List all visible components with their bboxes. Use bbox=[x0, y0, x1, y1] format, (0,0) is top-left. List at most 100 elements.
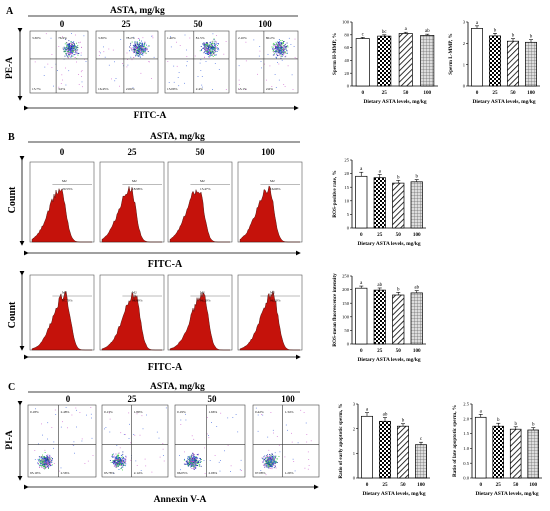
dose-label: 100 bbox=[258, 19, 272, 29]
x-tick-label: 50 bbox=[396, 232, 402, 238]
significance-letter: b bbox=[397, 287, 400, 292]
gate-stat: 98.89% bbox=[132, 299, 143, 303]
histogram-peak bbox=[31, 187, 92, 243]
panel-letter-a: A bbox=[6, 6, 14, 17]
panel-letter-c: C bbox=[8, 382, 15, 393]
quadrant-stat: 3.30% bbox=[32, 36, 41, 40]
x-axis-label: Dietary ASTA levels, mg/kg bbox=[362, 491, 425, 497]
significance-letter: bc bbox=[382, 30, 388, 35]
y-tick-label: 3 bbox=[463, 20, 466, 25]
flow-histogram: M2 20.53% bbox=[29, 161, 95, 243]
flow-scatter-plot: 0.18% 2.48% 95.10% 2.56% bbox=[27, 404, 97, 478]
panel-b-histograms-row2: M2 97.70% M2 98.89% M2 96.20% M2 96.30% bbox=[29, 274, 303, 351]
panel-b-header: ASTA, mg/kg bbox=[150, 132, 205, 142]
dose-label: 50 bbox=[208, 394, 218, 404]
significance-letter: b bbox=[494, 28, 497, 33]
y-tick-label: 20 bbox=[344, 171, 349, 176]
panel-a-x-axis-label: FITC-A bbox=[134, 111, 167, 121]
x-tick-label: 50 bbox=[403, 90, 409, 96]
y-tick-label: 10 bbox=[344, 198, 349, 203]
x-tick-label: 50 bbox=[510, 90, 516, 96]
gate-stat: 18.98% bbox=[132, 187, 143, 191]
panel-letter-b: B bbox=[8, 132, 15, 143]
x-tick-label: 0 bbox=[479, 482, 482, 488]
gate-stat: 16.69% bbox=[270, 187, 281, 191]
y-tick-label: 0 bbox=[347, 226, 350, 231]
y-tick-label: 100 bbox=[342, 20, 350, 25]
significance-letter: a bbox=[405, 27, 408, 32]
x-tick-label: 0 bbox=[360, 232, 363, 238]
flow-scatter-plot: 0.42% 1.34% 97.08% 1.20% bbox=[252, 404, 320, 478]
y-tick-label: 50 bbox=[344, 328, 349, 333]
bar-chart-sperm-lmmp: 0 1 2 3 a 0 b 25 b 50 b 100 Dietary ASTA levels, mg/… bbox=[448, 20, 540, 105]
quadrant-stat: 95.78% bbox=[104, 471, 115, 475]
histogram-peak bbox=[239, 290, 300, 351]
panel-c: C ASTA, mg/kg 0 25 50 100 PI-A Annexin V… bbox=[5, 382, 320, 505]
flow-scatter-plot: 3.30% 78.2% 16.45% 2.06% bbox=[95, 30, 159, 94]
quadrant-stat: 3.0% bbox=[58, 87, 65, 91]
panel-b-x-axis-label-1: FITC-A bbox=[148, 259, 183, 270]
y-tick-label: 0.5 bbox=[463, 461, 469, 466]
significance-letter: a bbox=[366, 408, 369, 413]
significance-letter: b bbox=[512, 34, 515, 39]
significance-letter: b bbox=[532, 423, 535, 428]
quadrant-stat: 2.56% bbox=[61, 471, 70, 475]
dose-label: 0 bbox=[60, 147, 65, 157]
bar bbox=[379, 420, 391, 479]
gate-stat: 20.53% bbox=[62, 187, 73, 191]
bar bbox=[492, 425, 504, 479]
significance-letter: b bbox=[497, 418, 500, 423]
x-tick-label: 25 bbox=[382, 482, 388, 488]
quadrant-stat: 15.7% bbox=[32, 87, 41, 91]
flow-scatter-plot: 2.10% 80.2% 15.1% 2.6% bbox=[235, 30, 299, 94]
panel-b: B ASTA, mg/kg 0 25 50 100 Count FITC-A M… bbox=[7, 132, 303, 373]
gate-label: M2 bbox=[200, 179, 205, 183]
y-tick-label: 0 bbox=[463, 84, 466, 89]
bar bbox=[355, 38, 370, 87]
dose-label: 50 bbox=[194, 19, 204, 29]
bar bbox=[373, 177, 386, 229]
gate-label: M2 bbox=[270, 291, 275, 295]
y-tick-label: 100 bbox=[342, 314, 350, 319]
histogram-peak bbox=[169, 189, 230, 243]
quadrant-stat: 1.40% bbox=[167, 36, 176, 40]
flow-scatter-plot: 0.13% 1.89% 95.78% 2.14% bbox=[101, 404, 169, 478]
y-tick-label: 2.5 bbox=[463, 402, 469, 407]
bar bbox=[377, 35, 392, 87]
bar bbox=[415, 444, 427, 479]
x-tick-label: 25 bbox=[377, 232, 383, 238]
y-axis-label: ROS-positive rate, % bbox=[332, 170, 338, 217]
dose-label: 25 bbox=[122, 19, 132, 29]
panel-a-header: ASTA, mg/kg bbox=[110, 6, 165, 16]
bar bbox=[410, 292, 423, 345]
flow-histogram: M2 96.20% bbox=[167, 274, 233, 351]
dose-label: 0 bbox=[66, 394, 71, 404]
significance-letter: b bbox=[530, 35, 533, 40]
y-tick-label: 60 bbox=[344, 45, 349, 50]
quadrant-stat: 81.5% bbox=[196, 36, 205, 40]
significance-letter: c bbox=[362, 32, 365, 37]
gate-stat: 97.70% bbox=[62, 299, 73, 303]
bar bbox=[474, 416, 487, 479]
bar bbox=[489, 35, 501, 87]
quadrant-stat: 0.19% bbox=[177, 410, 186, 414]
quadrant-stat: 97.08% bbox=[255, 471, 266, 475]
quadrant-stat: 78.2% bbox=[126, 36, 135, 40]
bar bbox=[373, 289, 386, 345]
x-axis-label: Dietary ASTA levels, mg/kg bbox=[472, 99, 535, 105]
panel-b-histograms-row1: M2 20.53% M2 18.98% M2 15.47% M2 16.69% bbox=[29, 161, 303, 243]
gate-label: M2 bbox=[270, 179, 275, 183]
significance-letter: ab bbox=[414, 286, 419, 291]
bar bbox=[525, 41, 537, 87]
y-tick-label: 0 bbox=[347, 342, 350, 347]
y-tick-label: 0 bbox=[353, 476, 356, 481]
flow-scatter-plot: 1.40% 81.5% 15.09% 2.4% bbox=[164, 30, 230, 94]
y-tick-label: 5 bbox=[347, 212, 350, 217]
bar bbox=[509, 428, 522, 479]
y-tick-label: 1 bbox=[353, 451, 356, 456]
x-tick-label: 0 bbox=[361, 90, 364, 96]
x-tick-label: 25 bbox=[377, 348, 383, 354]
flow-histogram: M2 18.98% bbox=[99, 161, 165, 243]
